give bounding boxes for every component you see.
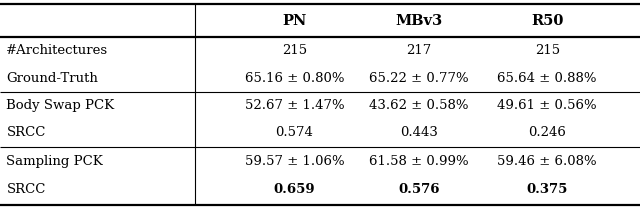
Text: PN: PN	[282, 14, 307, 28]
Text: R50: R50	[531, 14, 563, 28]
Text: 59.46 ± 6.08%: 59.46 ± 6.08%	[497, 156, 597, 168]
Text: 65.22 ± 0.77%: 65.22 ± 0.77%	[369, 72, 469, 85]
Text: 215: 215	[534, 44, 560, 57]
Text: 65.64 ± 0.88%: 65.64 ± 0.88%	[497, 72, 597, 85]
Text: 0.443: 0.443	[400, 126, 438, 139]
Text: 0.576: 0.576	[399, 183, 440, 196]
Text: 217: 217	[406, 44, 432, 57]
Text: 65.16 ± 0.80%: 65.16 ± 0.80%	[244, 72, 344, 85]
Text: Ground-Truth: Ground-Truth	[6, 72, 99, 85]
Text: 0.659: 0.659	[273, 183, 316, 196]
Text: #Architectures: #Architectures	[6, 44, 109, 57]
Text: 0.375: 0.375	[527, 183, 568, 196]
Text: SRCC: SRCC	[6, 183, 46, 196]
Text: 59.57 ± 1.06%: 59.57 ± 1.06%	[244, 156, 344, 168]
Text: SRCC: SRCC	[6, 126, 46, 139]
Text: MBv3: MBv3	[396, 14, 443, 28]
Text: Sampling PCK: Sampling PCK	[6, 156, 103, 168]
Text: 215: 215	[282, 44, 307, 57]
Text: 43.62 ± 0.58%: 43.62 ± 0.58%	[369, 99, 469, 112]
Text: 52.67 ± 1.47%: 52.67 ± 1.47%	[244, 99, 344, 112]
Text: 0.246: 0.246	[528, 126, 566, 139]
Text: 49.61 ± 0.56%: 49.61 ± 0.56%	[497, 99, 597, 112]
Text: 61.58 ± 0.99%: 61.58 ± 0.99%	[369, 156, 469, 168]
Text: Body Swap PCK: Body Swap PCK	[6, 99, 115, 112]
Text: 0.574: 0.574	[275, 126, 314, 139]
